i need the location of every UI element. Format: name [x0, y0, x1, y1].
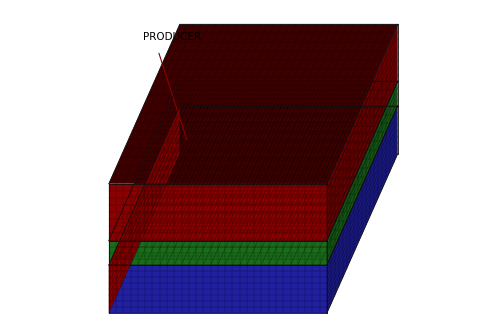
Polygon shape: [109, 81, 398, 241]
Polygon shape: [109, 106, 180, 313]
Polygon shape: [327, 106, 398, 313]
Polygon shape: [327, 24, 398, 241]
Polygon shape: [327, 81, 398, 265]
Polygon shape: [109, 24, 398, 184]
Polygon shape: [109, 265, 327, 313]
Polygon shape: [109, 184, 327, 241]
Polygon shape: [109, 106, 398, 265]
Text: PRODUCER: PRODUCER: [144, 32, 202, 42]
Polygon shape: [109, 241, 327, 265]
